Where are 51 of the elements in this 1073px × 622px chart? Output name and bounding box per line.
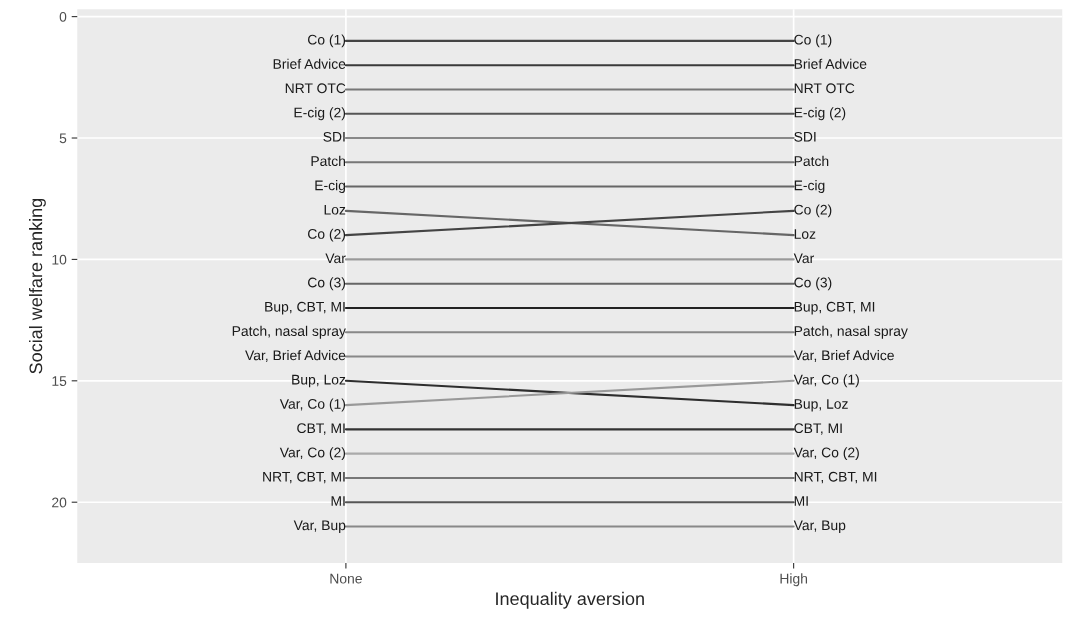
text: CBT, MI — [297, 423, 345, 435]
y-tick-label: 20 — [52, 497, 67, 508]
series-label: Var, Co (2) — [793, 447, 859, 461]
text: NRT, CBT, MI — [263, 471, 345, 484]
x-tick-label: None — [330, 573, 362, 584]
series-label: E-cig (2) — [294, 107, 346, 121]
series-label: Var, Co (1) — [793, 374, 859, 388]
text: Co (2) — [308, 228, 346, 242]
series-label: Co (1) — [794, 34, 832, 48]
text: NRT OTC — [794, 83, 855, 94]
text: E-cig (2) — [794, 107, 846, 121]
series-label: E-cig — [315, 180, 345, 194]
series-label: Co (2) — [794, 204, 832, 218]
text: E-cig — [794, 180, 825, 194]
text: Bup, CBT, MI — [265, 301, 345, 315]
series-label: Var, Bup — [793, 520, 846, 533]
series-label: Patch — [311, 155, 345, 167]
series-label: Loz — [324, 204, 346, 215]
x-axis-title: Inequality aversion — [496, 591, 644, 609]
y-tick-label: 5 — [59, 133, 67, 144]
text: Brief Advice — [794, 58, 867, 69]
y-axis-title: Social welfare ranking — [29, 198, 46, 374]
series-label: Brief Advice — [273, 58, 346, 69]
y-tick-label: 15 — [52, 376, 67, 386]
series-label: Co (3) — [794, 277, 832, 291]
text: Bup, Loz — [794, 399, 848, 412]
text: SDI — [323, 131, 345, 142]
series-label: NRT OTC — [285, 83, 346, 94]
series-label: Patch, nasal spray — [232, 325, 346, 339]
series-label: MI — [794, 496, 808, 506]
series-label: NRT, CBT, MI — [794, 471, 877, 484]
series-label: CBT, MI — [794, 423, 842, 435]
series-label: Var, Brief Advice — [793, 350, 894, 362]
text: Var, Bup — [293, 520, 346, 533]
text: Var, Co (2) — [279, 447, 346, 461]
text: Co (1) — [308, 34, 346, 48]
y-tick-label: 10 — [52, 254, 67, 265]
series-label: Bup, CBT, MI — [794, 301, 875, 315]
series-label: Bup, Loz — [292, 374, 346, 388]
text: Co (3) — [308, 277, 346, 291]
text: MI — [331, 496, 345, 506]
y-tick-label: 0 — [59, 11, 67, 22]
series-label: SDI — [794, 131, 816, 142]
series-label: Var — [793, 253, 814, 264]
text: Var, Brief Advice — [245, 350, 346, 362]
text: Patch — [794, 155, 829, 167]
x-tick-label: High — [780, 573, 808, 587]
text: Var, Co (1) — [279, 398, 346, 412]
text: Patch, nasal spray — [794, 325, 908, 339]
text: Loz — [794, 229, 816, 239]
text: Var — [325, 253, 346, 264]
